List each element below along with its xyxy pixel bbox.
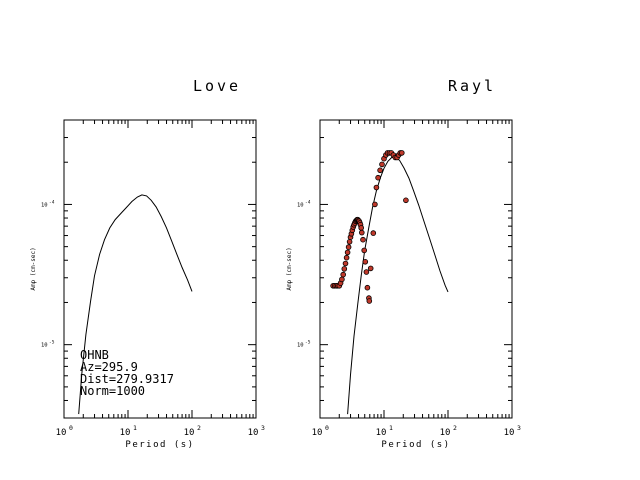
x-tick-label: 10 [248,428,259,438]
plot-frame [63,119,257,419]
station-annotation-line: Az=295.9 [80,360,138,374]
series-line [78,194,193,415]
station-annotation-line: Norm=1000 [80,384,145,398]
data-point [403,197,409,204]
plot-frame [319,119,513,419]
x-axis-label: Period (s) [125,440,194,450]
x-tick-label: 10 [120,428,131,438]
x-tick-label: 10 [440,428,451,438]
y-axis-label: Amp (cm-sec) [30,247,37,290]
data-point [344,249,351,256]
x-tick-label-exponent: 3 [517,424,521,432]
data-point [339,276,345,283]
x-tick-label: 10 [312,428,323,438]
series-line [347,156,449,415]
data-point [366,298,373,304]
data-point [398,150,405,156]
data-point [372,201,378,208]
y-tick-label: 10 [297,343,304,349]
x-axis-label: Period (s) [381,440,450,450]
data-point [370,230,377,236]
data-point [362,258,369,265]
y-axis-label: Amp (cm-sec) [286,247,293,290]
data-point [358,229,365,236]
x-tick-label: 10 [504,428,515,438]
x-tick-label: 10 [184,428,195,438]
x-tick-label-exponent: 0 [69,424,73,432]
data-point [361,247,368,254]
data-point [341,266,348,272]
data-point [346,239,353,245]
data-point [377,167,383,174]
station-annotation-line: OHNB [80,348,109,362]
data-point [375,174,381,181]
y-tick-label: 10 [297,202,304,208]
y-tick-label-exponent: -5 [49,340,55,346]
x-tick-label-exponent: 0 [325,424,329,432]
y-tick-label-exponent: -4 [49,199,55,205]
y-tick-label: 10 [41,202,48,208]
data-point [363,269,370,275]
x-tick-label: 10 [56,428,67,438]
x-tick-label: 10 [376,428,387,438]
y-tick-label-exponent: -4 [305,199,311,205]
x-tick-label-exponent: 2 [453,424,457,432]
y-tick-label-exponent: -5 [305,340,311,346]
data-point [379,161,385,168]
data-point [345,244,352,250]
data-point [367,265,374,272]
x-tick-label-exponent: 1 [133,424,137,432]
chart-title: Rayl [448,77,496,95]
y-tick-label: 10 [41,343,48,349]
data-point [360,236,366,243]
data-point [340,271,347,278]
station-annotation-line: Dist=279.9317 [80,372,174,386]
data-point [343,254,350,261]
data-point [342,260,349,267]
x-tick-label-exponent: 1 [389,424,393,432]
data-point [364,284,371,291]
chart-title: Love [193,77,241,95]
data-point [373,184,380,191]
x-tick-label-exponent: 3 [261,424,265,432]
data-point [358,225,365,231]
x-tick-label-exponent: 2 [197,424,201,432]
